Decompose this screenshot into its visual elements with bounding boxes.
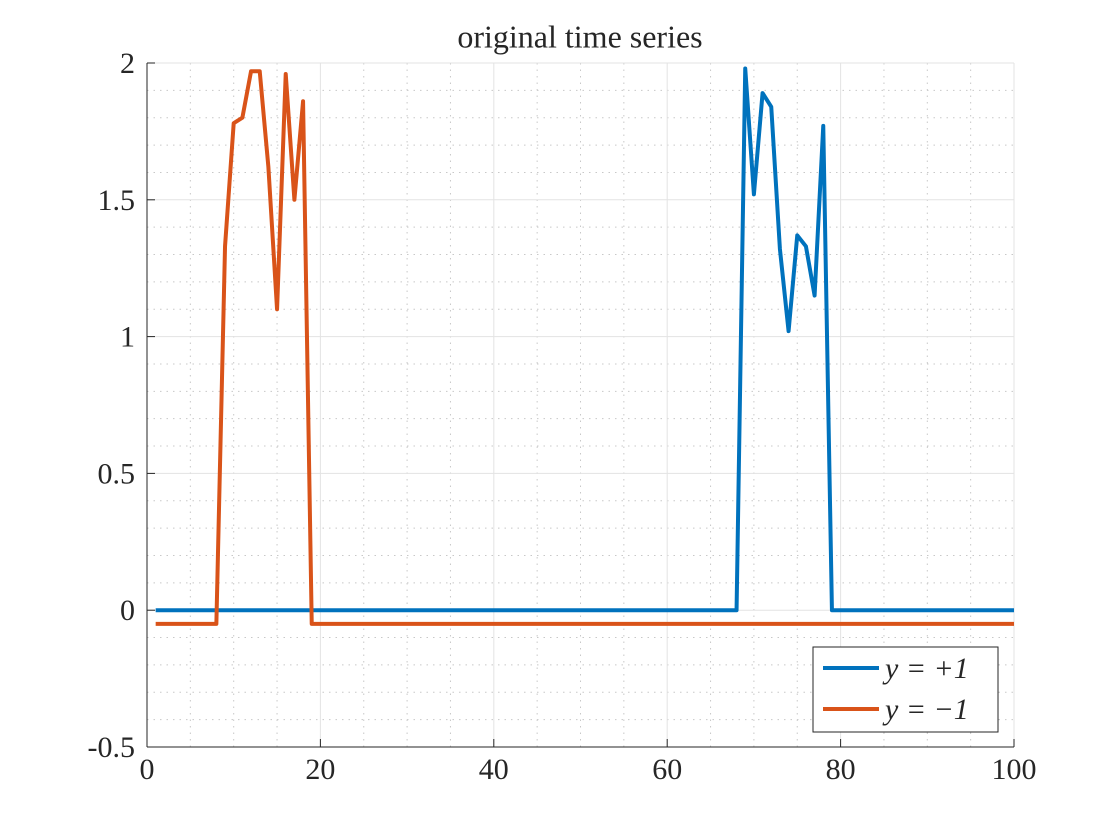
legend-box [812, 646, 999, 733]
x-tick-label: 60 [652, 753, 682, 786]
y-tick-label: 1 [120, 321, 135, 354]
chart-title: original time series [457, 18, 702, 54]
series-line [155, 69, 1014, 626]
y-tick-label: 1.5 [98, 184, 136, 217]
y-tick-label: 2 [120, 47, 135, 80]
x-tick-label: 40 [479, 753, 509, 786]
y-tick-label: 0 [120, 594, 135, 627]
legend-label: y = −1 [882, 693, 969, 726]
series-line [155, 66, 1014, 613]
x-tick-label: 0 [140, 753, 155, 786]
legend-label: y = +1 [882, 652, 969, 685]
y-tick-label: 0.5 [98, 457, 136, 490]
y-tick-label: -0.5 [88, 731, 136, 764]
x-tick-label: 20 [305, 753, 335, 786]
x-tick-label: 100 [992, 753, 1037, 786]
x-tick-label: 80 [826, 753, 856, 786]
